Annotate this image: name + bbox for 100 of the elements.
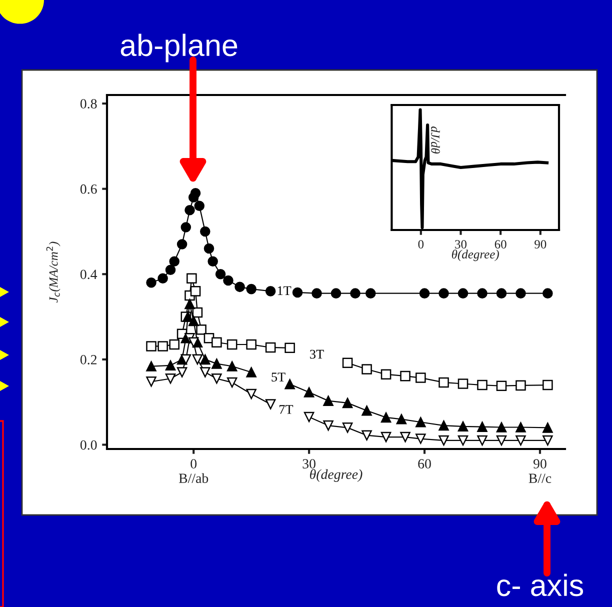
point bbox=[246, 388, 256, 400]
point bbox=[438, 288, 449, 298]
point bbox=[212, 337, 222, 348]
point bbox=[180, 354, 192, 365]
point bbox=[194, 200, 205, 212]
y-tick-label: 0.4 bbox=[80, 270, 98, 280]
x-tick-label: 60 bbox=[418, 459, 431, 468]
point bbox=[458, 421, 468, 432]
text: c- axis bbox=[497, 574, 584, 596]
point bbox=[419, 288, 430, 298]
point bbox=[323, 396, 334, 406]
point bbox=[184, 298, 195, 310]
point bbox=[165, 264, 176, 276]
point bbox=[366, 288, 376, 298]
point bbox=[312, 288, 322, 298]
point bbox=[342, 398, 353, 408]
point bbox=[196, 324, 206, 335]
x-tick-label: 0 bbox=[418, 240, 424, 249]
point bbox=[146, 278, 156, 288]
point bbox=[146, 341, 156, 352]
x-tick-label: 90 B//c bbox=[528, 459, 552, 484]
point bbox=[265, 286, 276, 296]
point bbox=[176, 367, 188, 378]
point bbox=[516, 435, 526, 446]
point bbox=[292, 287, 303, 298]
y-tick-label: 0.8 bbox=[80, 99, 97, 109]
x-axis-title: θ(degree) bbox=[310, 469, 362, 482]
point bbox=[192, 354, 203, 365]
point bbox=[416, 416, 426, 428]
point bbox=[438, 377, 449, 388]
point bbox=[496, 435, 507, 446]
point bbox=[416, 434, 426, 444]
point bbox=[246, 339, 256, 350]
point bbox=[176, 239, 188, 250]
series-label: 1T bbox=[278, 286, 292, 296]
point bbox=[212, 358, 222, 369]
point bbox=[186, 273, 197, 284]
point bbox=[234, 282, 245, 292]
x-tick-label: 90 bbox=[534, 240, 546, 249]
y-axis-title: J$_{c}$(MA/cm$^{2}$) bbox=[46, 242, 60, 302]
point bbox=[477, 288, 488, 298]
point bbox=[246, 367, 256, 378]
point bbox=[542, 288, 553, 298]
point bbox=[350, 288, 360, 298]
series-label: 5T bbox=[272, 372, 286, 382]
point bbox=[438, 435, 449, 446]
series-label: 3T bbox=[310, 350, 324, 359]
point bbox=[542, 435, 553, 446]
point bbox=[226, 339, 238, 350]
point bbox=[362, 405, 372, 416]
x-tick-label: 60 bbox=[494, 240, 506, 249]
point bbox=[342, 422, 353, 433]
point bbox=[342, 358, 353, 368]
point bbox=[477, 422, 488, 432]
point bbox=[158, 341, 168, 352]
point bbox=[190, 286, 201, 296]
point bbox=[304, 387, 314, 398]
point bbox=[542, 380, 553, 390]
point bbox=[200, 226, 210, 237]
point bbox=[458, 378, 468, 389]
point bbox=[400, 432, 410, 442]
point bbox=[323, 420, 334, 431]
point bbox=[188, 316, 199, 326]
point bbox=[184, 205, 195, 216]
point bbox=[516, 422, 526, 432]
point bbox=[246, 284, 256, 294]
text: ab-plane bbox=[120, 34, 238, 62]
y-tick-label: 0.2 bbox=[80, 355, 97, 364]
x-axis-title: θ(degree) bbox=[452, 250, 499, 262]
point bbox=[146, 376, 156, 387]
y-tick-label: 0.6 bbox=[80, 184, 97, 194]
point bbox=[169, 256, 180, 266]
y-tick-label: 0.0 bbox=[80, 440, 97, 450]
point bbox=[380, 412, 392, 423]
point bbox=[516, 288, 526, 298]
point bbox=[380, 369, 392, 380]
point bbox=[200, 354, 210, 365]
point bbox=[200, 367, 210, 378]
point bbox=[362, 430, 372, 440]
x-tick-label: 30 bbox=[455, 240, 467, 249]
point bbox=[380, 432, 392, 442]
point bbox=[212, 373, 222, 384]
point bbox=[496, 422, 507, 432]
point bbox=[477, 435, 488, 446]
series-label: 7T bbox=[280, 405, 294, 414]
x-tick-label: 0 B//ab bbox=[178, 459, 208, 484]
point bbox=[496, 288, 507, 298]
point bbox=[477, 380, 488, 390]
point bbox=[396, 414, 407, 424]
point bbox=[190, 188, 201, 198]
point bbox=[265, 399, 276, 410]
point bbox=[458, 435, 468, 446]
point bbox=[226, 361, 238, 372]
point bbox=[304, 412, 314, 422]
point bbox=[542, 422, 553, 433]
point bbox=[223, 275, 234, 286]
point bbox=[208, 256, 218, 266]
y-axis-title: dJ/dθ bbox=[431, 126, 440, 154]
point bbox=[284, 379, 295, 390]
point bbox=[265, 342, 276, 353]
